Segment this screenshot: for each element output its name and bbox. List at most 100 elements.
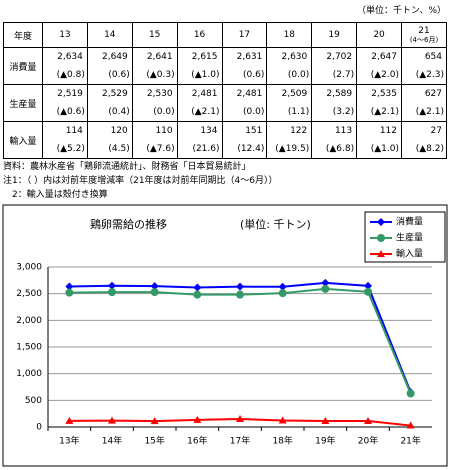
value-row: 輸入量 114 120 110 134 151 122 113 112 27 [3, 121, 447, 159]
x-tick-label: 18年 [272, 435, 292, 447]
value-cell: 110 [131, 121, 178, 140]
data-point [364, 417, 372, 425]
change-cell: (▲7.6) [131, 140, 178, 159]
y-tick-label: 500 [25, 396, 42, 406]
x-tick-label: 19年 [315, 435, 335, 447]
data-point [236, 414, 244, 422]
value-cell: 2,530 [131, 84, 178, 103]
legend-marker [377, 250, 385, 257]
chart-subtitle: (単位: 千トン) [240, 217, 311, 231]
data-point [364, 287, 372, 296]
data-point [321, 416, 330, 424]
data-point [108, 288, 116, 297]
header-cell: 20 [356, 22, 402, 48]
header-text: 16 [193, 30, 206, 40]
data-point [193, 290, 202, 299]
data-point [236, 290, 244, 299]
change-cell: (21.6) [176, 140, 223, 159]
y-tick-label: 2,500 [16, 289, 42, 299]
x-tick-label: 21年 [400, 435, 420, 447]
data-point [150, 417, 159, 425]
value-cell: 120 [86, 121, 133, 140]
chart-frame [2, 204, 448, 467]
value-cell: 134 [176, 121, 223, 140]
x-tick-label: 16年 [187, 435, 207, 447]
change-row: (▲0.6) (0.4) (0.0) (▲2.1) (0.0) (1.1) (3.2) (▲2… [4, 103, 447, 122]
series-line [69, 281, 412, 393]
data-point [193, 415, 202, 423]
y-tick-label: 2,000 [16, 316, 42, 326]
data-point [236, 282, 244, 291]
data-point [108, 281, 116, 290]
data-table: 年度 13 14 15 16 17 18 19 20 21 (4～6月) 消費量 2,634 2,649 2… [3, 22, 447, 159]
change-cell: (▲8.2) [401, 140, 447, 159]
data-point [108, 416, 116, 424]
header-cell: 14 [86, 22, 133, 48]
chart-title: 鶏卵需給の推移 [90, 217, 167, 231]
data-point [321, 284, 330, 293]
x-tick-label: 17年 [230, 435, 250, 447]
value-cell: 627 [401, 84, 447, 103]
x-tick-label: 15年 [144, 435, 164, 447]
y-tick-label: 3,000 [16, 263, 42, 273]
value-cell: 2,615 [176, 47, 223, 66]
value-cell: 2,649 [86, 47, 133, 66]
data-point [406, 389, 415, 398]
change-cell: (4.5) [86, 140, 133, 159]
value-row: 生産量 2,519 2,529 2,530 2,481 2,481 2,509 2,589 2,… [3, 84, 447, 122]
header-row: 年度 13 14 15 16 17 18 19 20 21 (4～6月) [3, 22, 447, 48]
legend-label: 生産量 [396, 232, 423, 244]
row-label: 生産量 [3, 84, 43, 122]
value-cell: 2,481 [176, 84, 223, 103]
y-tick-label: 1,500 [16, 343, 42, 353]
header-text: 21 [418, 26, 430, 36]
notes: 資料：農林水産省「鶏卵流通統計」、財務省「日本貿易統計」注1：（ ）内は対前年度… [3, 160, 278, 202]
value-cell: 2,641 [131, 47, 178, 66]
data-point [406, 421, 415, 429]
data-point [278, 282, 287, 291]
series-line [69, 287, 412, 394]
header-text: 14 [104, 30, 116, 40]
legend-label: 輸入量 [396, 248, 423, 260]
x-tick-label: 14年 [102, 435, 122, 447]
value-cell: 2,529 [86, 84, 133, 103]
header-text: 17 [238, 30, 251, 40]
legend-marker [377, 234, 385, 242]
y-tick-label: 0 [36, 423, 42, 433]
data-point [193, 283, 202, 292]
data-point [65, 416, 74, 424]
data-point [65, 288, 74, 297]
value-cell: 27 [401, 121, 447, 140]
change-row: (▲5.2) (4.5) (▲7.6) (21.6) (12.4) (▲19.5) (▲6.… [4, 140, 447, 159]
value-row: 消費量 2,634 2,649 2,641 2,615 2,631 2,630 2,702 2,… [3, 47, 447, 85]
note: 資料：農林水産省「鶏卵流通統計」、財務省「日本貿易統計」 [3, 162, 251, 172]
data-point [364, 281, 372, 290]
legend-label: 消費量 [396, 216, 423, 228]
legend-marker [377, 218, 385, 226]
note: 2：輸入量は殻付き換算 [3, 190, 108, 200]
change-row: (▲0.8) (0.6) (▲0.3) (▲1.0) (0.6) (0.0) (2.7) (▲… [4, 66, 447, 85]
data-point [150, 288, 159, 297]
note: 注1：（ ）内は対前年度増減率（21年度は対前年同期比（4～6月）） [3, 176, 278, 186]
header-text: 19 [328, 30, 340, 40]
header-text: 15 [148, 30, 161, 40]
unit: （単位：千トン、%） [356, 6, 446, 16]
header-cell: 16 [176, 22, 223, 48]
header-text: 18 [283, 30, 296, 40]
header-cell: 17 [221, 22, 268, 48]
header-note: (4～6月) [409, 36, 439, 44]
header-cell: 15 [131, 22, 178, 48]
value-cell: 654 [401, 47, 447, 66]
x-tick-label: 20年 [358, 435, 378, 447]
header-text: 年度 [13, 31, 32, 42]
header-text: 13 [59, 30, 71, 40]
y-tick-label: 1,000 [16, 369, 42, 379]
x-tick-label: 13年 [59, 435, 79, 447]
data-point [150, 282, 159, 291]
data-point [65, 282, 74, 291]
header-cell: 21 (4～6月) [401, 22, 447, 48]
data-point [278, 416, 287, 424]
data-point [278, 289, 287, 298]
